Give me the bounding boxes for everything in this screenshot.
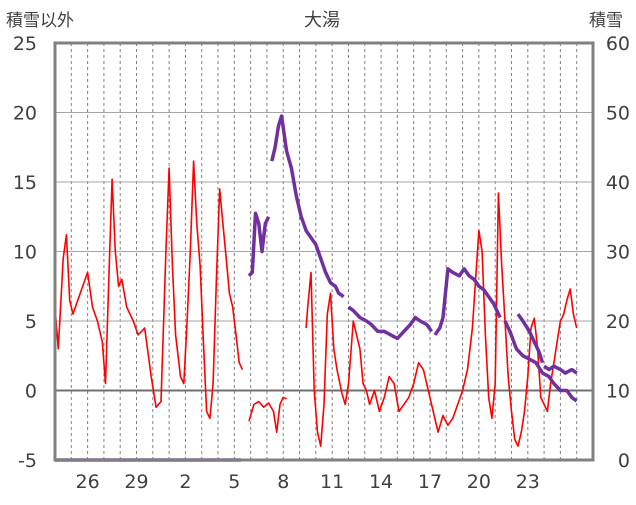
x-tick-label: 26 (76, 471, 100, 493)
plot-frame (53, 41, 595, 462)
x-tick-label: 5 (228, 471, 240, 493)
right-tick-label: 40 (606, 172, 630, 194)
right-axis-label: 積雪 (589, 11, 623, 31)
series-layer (54, 114, 578, 462)
right-tick-label: 10 (606, 381, 630, 403)
right-tick-label: 60 (606, 33, 630, 55)
right-tick-label: 50 (606, 103, 630, 125)
left-axis-label: 積雪以外 (6, 11, 74, 31)
snow-depth-line (433, 267, 502, 336)
left-tick-label: 5 (25, 311, 37, 333)
snow-depth-line (503, 320, 578, 403)
frame-layer (53, 41, 595, 462)
x-tick-label: 2 (179, 471, 191, 493)
snow-depth-line (543, 364, 578, 375)
left-tick-label: 0 (25, 381, 37, 403)
right-tick-label: 30 (606, 242, 630, 264)
left-tick-label: 20 (13, 103, 37, 125)
left-tick-label: 10 (13, 242, 37, 264)
x-tick-label: 8 (277, 471, 289, 493)
chart-title: 大湯 (304, 10, 340, 31)
left-tick-label: -5 (18, 450, 37, 472)
snow-depth-line (516, 313, 545, 364)
x-tick-label: 11 (320, 471, 344, 493)
snow-depth-line (270, 114, 345, 299)
x-tick-label: 17 (418, 471, 442, 493)
left-tick-label: 15 (13, 172, 37, 194)
x-tick-label: 20 (467, 471, 491, 493)
snow-depth-line (247, 211, 271, 278)
temperature-line (248, 396, 287, 433)
snow-depth-line (347, 305, 434, 341)
temperature-line (54, 160, 244, 420)
right-tick-label: 20 (606, 311, 630, 333)
x-tick-label: 23 (516, 471, 540, 493)
right-tick-label: 0 (618, 450, 630, 472)
left-tick-label: 25 (13, 33, 37, 55)
x-tick-label: 14 (369, 471, 393, 493)
x-tick-label: 29 (124, 471, 148, 493)
